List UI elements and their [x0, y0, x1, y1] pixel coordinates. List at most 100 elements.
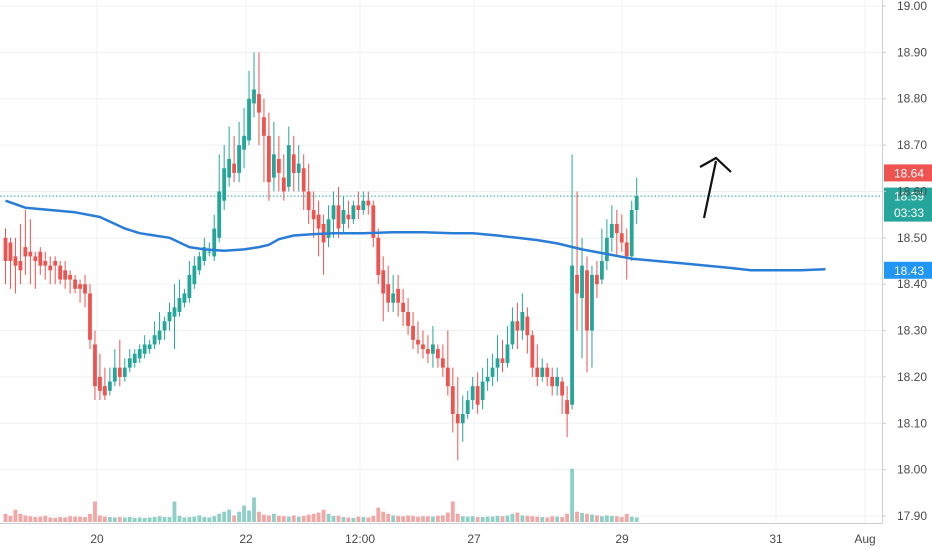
candle-body [192, 265, 197, 285]
volume-bar [570, 468, 574, 522]
volume-bar [242, 505, 246, 522]
volume-bar [331, 515, 336, 522]
candle-body [515, 321, 520, 331]
volume-bar [634, 517, 639, 522]
price-tick-label: 18.50 [897, 231, 927, 245]
candle-body [78, 284, 82, 289]
ma-badge-label: 18.43 [894, 264, 924, 278]
volume-bar [426, 516, 430, 522]
volume-bar [271, 513, 276, 522]
candle-body [540, 367, 545, 377]
volume-bar [445, 512, 450, 522]
candle-body [197, 256, 202, 271]
candle-body [18, 261, 23, 271]
volume-bar [411, 515, 415, 522]
time-tick-label: 29 [615, 532, 629, 546]
volume-bar [98, 515, 102, 522]
price-tick-label: 19.00 [897, 0, 927, 13]
volume-bar [257, 511, 261, 522]
candle-body [127, 358, 132, 368]
volume-bar [540, 517, 545, 522]
volume-bar [3, 513, 8, 522]
arrow-shaft [702, 160, 718, 219]
volume-bar [247, 510, 251, 522]
candle-body [291, 154, 296, 173]
volume-bar [341, 517, 346, 522]
volume-bar [83, 517, 87, 522]
volume-bar [401, 516, 405, 522]
volume-bar [157, 516, 162, 522]
volume-bar [296, 516, 301, 522]
candle-body [510, 321, 515, 345]
volume-bar [619, 517, 624, 522]
candle-body [137, 349, 142, 359]
price-tick-label: 18.40 [897, 277, 927, 291]
volume-bar [440, 515, 445, 522]
candles [3, 52, 639, 461]
volume-bar [212, 516, 217, 522]
candle-body [361, 200, 366, 210]
candle-body [495, 358, 500, 368]
candle-body [58, 265, 63, 280]
time-tick-label: 20 [90, 532, 104, 546]
volume-bar [103, 516, 107, 522]
volume-bar [48, 517, 53, 522]
candle-body [162, 321, 167, 331]
candle-body [426, 349, 430, 354]
candle-body [237, 145, 241, 173]
candle-body [257, 94, 261, 113]
candle-body [296, 163, 301, 173]
candle-body [629, 210, 634, 257]
volume-bar [63, 517, 68, 522]
arrow-head [699, 156, 732, 173]
candle-body [371, 205, 376, 238]
time-tick-label: Aug [854, 532, 875, 546]
volume-bar [525, 515, 530, 522]
candle-body [262, 117, 266, 136]
candle-body [152, 335, 157, 345]
volume-bar [177, 515, 182, 522]
volume-bar [306, 514, 311, 522]
candle-body [604, 237, 609, 261]
volume-bar [530, 516, 535, 522]
candle-body [13, 256, 18, 266]
volume-bar [435, 515, 440, 522]
volume-bar [366, 517, 371, 522]
volume-bar [117, 517, 122, 522]
candle-body [271, 154, 276, 178]
volume-bar [122, 517, 127, 522]
candle-body [63, 270, 68, 280]
candle-body [386, 284, 391, 303]
candle-body [93, 344, 97, 387]
candle-body [356, 205, 361, 210]
volume-bar [575, 511, 579, 522]
candle-body [416, 339, 420, 345]
volume-bar [112, 517, 117, 522]
candle-body [326, 219, 331, 238]
volume-bar [361, 517, 366, 522]
candle-body [634, 196, 639, 210]
candle-body [73, 279, 77, 289]
volume-bar [326, 513, 331, 522]
volume-bar [585, 513, 589, 522]
volume-bar [376, 507, 381, 522]
candle-body [435, 349, 440, 359]
candle-body [624, 242, 629, 257]
candle-body [222, 168, 227, 201]
volume-bar [565, 513, 570, 522]
volume-bar [450, 501, 455, 522]
volume-bar [281, 516, 286, 522]
candle-body [485, 376, 490, 382]
candle-body [33, 256, 38, 261]
volume-bar [152, 517, 157, 522]
volume-bar [18, 513, 23, 522]
volume-bar [182, 517, 187, 522]
candle-body [147, 344, 152, 350]
volume-bar [421, 516, 425, 522]
candle-body [177, 298, 182, 312]
volume-bar [614, 516, 619, 522]
time-tick-label: 12:00 [345, 532, 375, 546]
volume-bar [291, 515, 296, 522]
